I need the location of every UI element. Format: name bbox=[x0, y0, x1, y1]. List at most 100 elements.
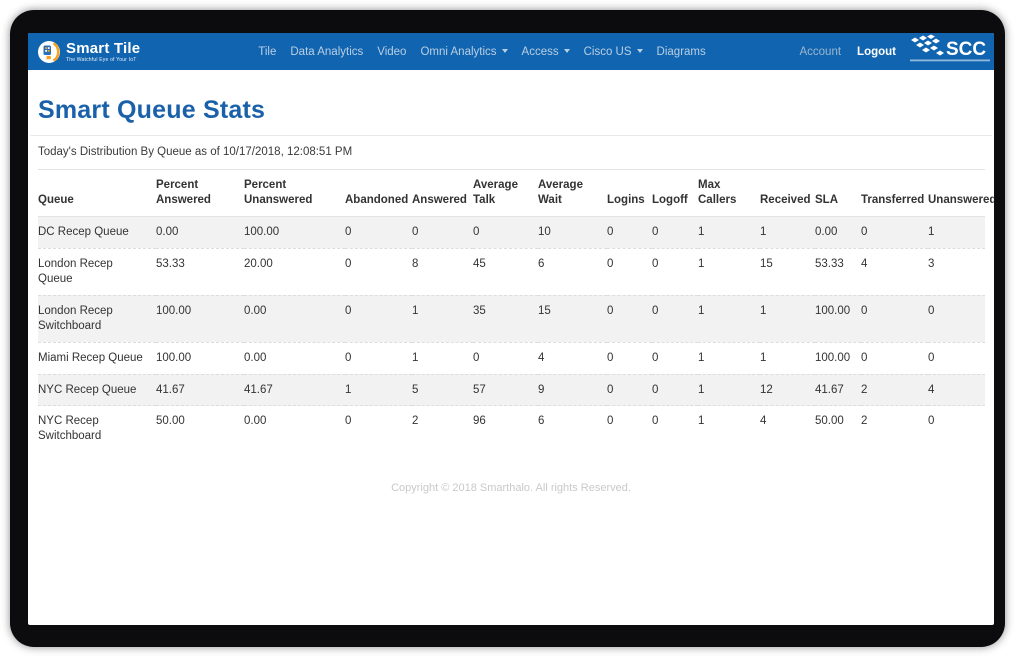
table-cell: 0 bbox=[345, 405, 412, 453]
table-cell: 41.67 bbox=[815, 373, 861, 406]
column-header-logoff: Logoff bbox=[652, 169, 698, 217]
queue-name-cell: London Recep Switchboard bbox=[38, 294, 156, 343]
nav-link-cisco-us[interactable]: Cisco US bbox=[584, 46, 643, 58]
table-cell: 0 bbox=[928, 405, 985, 453]
table-cell: 53.33 bbox=[815, 247, 861, 296]
queue-name-cell: Miami Recep Queue bbox=[38, 341, 156, 374]
column-header-percent-unanswered: Percent Unanswered bbox=[244, 169, 345, 217]
nav-links: Tile Data Analytics Video Omni Analytics Acc… bbox=[258, 46, 706, 58]
table-cell: 53.33 bbox=[156, 247, 244, 296]
table-cell: 6 bbox=[538, 247, 607, 296]
nav-link-data-analytics[interactable]: Data Analytics bbox=[290, 45, 364, 58]
report-subtitle: Today's Distribution By Queue as of 10/1… bbox=[38, 146, 353, 158]
column-header-abandoned: Abandoned bbox=[345, 169, 412, 217]
table-row: NYC Recep Switchboard 50.00 0.00 0 2 96 6 0 0 1 4 5… bbox=[38, 405, 985, 453]
logout-link[interactable]: Logout bbox=[857, 45, 896, 58]
table-cell: 15 bbox=[538, 294, 607, 343]
table-cell: 96 bbox=[473, 405, 538, 453]
column-header-unanswered: Unanswered bbox=[928, 169, 994, 217]
brand-name: Smart Tile bbox=[66, 39, 141, 57]
table-cell: 4 bbox=[861, 247, 928, 296]
table-cell: 0.00 bbox=[244, 341, 345, 374]
table-cell: 0 bbox=[861, 294, 928, 343]
nav-link-tile[interactable]: Tile bbox=[258, 45, 277, 58]
table-cell: 3 bbox=[928, 247, 985, 296]
table-cell: 35 bbox=[473, 294, 538, 343]
table-cell: 1 bbox=[760, 225, 767, 238]
table-cell: 0 bbox=[607, 405, 652, 453]
table-cell: 8 bbox=[412, 247, 473, 296]
table-cell: 2 bbox=[861, 373, 928, 406]
account-link[interactable]: Account bbox=[799, 45, 842, 58]
table-cell: 0 bbox=[607, 247, 652, 296]
queue-name-cell: NYC Recep Switchboard bbox=[38, 405, 156, 453]
column-header-transferred: Transferred bbox=[861, 169, 928, 217]
table-cell: 0 bbox=[607, 225, 614, 238]
column-header-sla: SLA bbox=[815, 169, 861, 217]
table-cell: 2 bbox=[412, 405, 473, 453]
table-cell: 1 bbox=[698, 405, 760, 453]
table-cell: 41.67 bbox=[156, 373, 244, 406]
table-cell: 9 bbox=[538, 373, 607, 406]
table-cell: 15 bbox=[760, 247, 815, 296]
page-title: Smart Queue Stats bbox=[38, 96, 266, 124]
table-cell: 1 bbox=[412, 341, 473, 374]
nav-link-video[interactable]: Video bbox=[377, 45, 407, 58]
table-cell: 1 bbox=[412, 294, 473, 343]
table-cell: 100.00 bbox=[815, 341, 861, 374]
table-cell: 4 bbox=[928, 373, 985, 406]
table-header-row: Queue Percent Answered Percent Unanswered A… bbox=[38, 169, 994, 217]
table-cell: 0 bbox=[928, 294, 985, 343]
scc-logo-text: SCC bbox=[946, 39, 986, 60]
table-cell: 1 bbox=[760, 294, 815, 343]
table-row: NYC Recep Queue 41.67 41.67 1 5 57 9 0 0 1 12 41.67… bbox=[38, 373, 985, 406]
table-cell: 0 bbox=[652, 225, 659, 238]
column-header-average-talk: Average Talk bbox=[473, 169, 538, 217]
queue-name-cell: NYC Recep Queue bbox=[38, 373, 156, 406]
scc-tagline-strip bbox=[910, 59, 990, 62]
table-cell: 50.00 bbox=[156, 405, 244, 453]
table-cell: 0.00 bbox=[244, 405, 345, 453]
table-cell: 0 bbox=[861, 341, 928, 374]
table-cell: 0 bbox=[607, 294, 652, 343]
nav-link-access[interactable]: Access bbox=[522, 46, 570, 58]
table-body: DC Recep Queue 0.00 100.00 0 0 0 10 0 0 1 1 0.00 0 1 L… bbox=[38, 216, 985, 453]
table-row: London Recep Switchboard 100.00 0.00 0 1 35 15… bbox=[38, 294, 985, 343]
table-cell: 1 bbox=[698, 373, 760, 406]
table-cell: 2 bbox=[861, 405, 928, 453]
table-cell: 50.00 bbox=[815, 405, 861, 453]
table-cell: 10 bbox=[538, 225, 551, 238]
table-cell: 100.00 bbox=[815, 294, 861, 343]
caret-down-icon bbox=[636, 49, 643, 54]
table-cell: 0 bbox=[473, 225, 480, 238]
table-cell: 0 bbox=[652, 247, 698, 296]
title-divider bbox=[30, 135, 992, 136]
table-cell: 1 bbox=[345, 373, 412, 406]
queue-stats-table: Queue Percent Answered Percent Unanswered A… bbox=[38, 169, 994, 453]
table-cell: 100.00 bbox=[156, 294, 244, 343]
table-cell: 0 bbox=[473, 341, 538, 374]
table-cell: 1 bbox=[760, 341, 815, 374]
table-cell: 0 bbox=[928, 341, 985, 374]
queue-name-cell: DC Recep Queue bbox=[38, 225, 129, 238]
nav-right: Account Logout bbox=[799, 46, 896, 58]
table-cell: 12 bbox=[760, 373, 815, 406]
table-cell: 100.00 bbox=[156, 341, 244, 374]
table-cell: 4 bbox=[538, 341, 607, 374]
browser-page: Smart Tile The Watchful Eye of Your IoT … bbox=[28, 33, 994, 625]
table-cell: 0.00 bbox=[244, 294, 345, 343]
table-cell: 0 bbox=[412, 225, 419, 238]
caret-down-icon bbox=[563, 49, 570, 54]
table-cell: 0 bbox=[345, 225, 352, 238]
table-cell: 0 bbox=[345, 341, 412, 374]
main-content: Smart Queue Stats Today's Distribution B… bbox=[28, 96, 994, 494]
table-cell: 41.67 bbox=[244, 373, 345, 406]
table-cell: 0 bbox=[345, 294, 412, 343]
brand[interactable]: Smart Tile The Watchful Eye of Your IoT bbox=[38, 39, 141, 63]
table-cell: 0 bbox=[652, 373, 698, 406]
nav-link-diagrams[interactable]: Diagrams bbox=[656, 45, 706, 58]
nav-link-omni-analytics[interactable]: Omni Analytics bbox=[420, 46, 508, 58]
table-cell: 0 bbox=[345, 247, 412, 296]
table-cell: 0 bbox=[652, 294, 698, 343]
caret-down-icon bbox=[501, 49, 508, 54]
